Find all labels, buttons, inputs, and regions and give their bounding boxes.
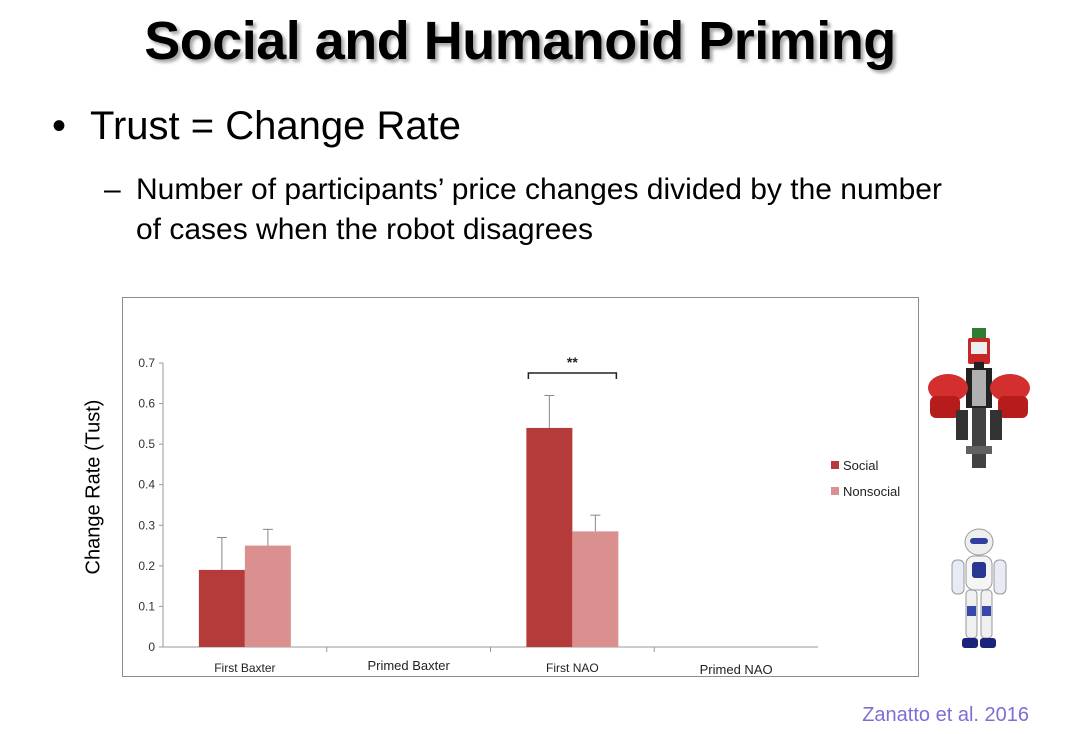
legend-swatch-social: [831, 461, 839, 469]
bar-social-first-baxter: [198, 569, 245, 647]
y-tick-label: 0.7: [138, 356, 155, 370]
legend-label-social: Social: [843, 458, 879, 473]
significance-label: **: [567, 354, 578, 370]
y-tick-label: 0.1: [138, 599, 155, 613]
bar-social-first-nao: [526, 427, 573, 647]
citation: Zanatto et al. 2016: [862, 704, 1029, 726]
y-tick-label: 0.4: [138, 478, 155, 492]
y-tick-label: 0.2: [138, 559, 155, 573]
bullet-dot: •: [52, 104, 67, 148]
nao-robot-icon: [951, 528, 1007, 648]
legend-swatch-nonsocial: [831, 487, 839, 495]
chart-frame: 0 0.1 0.2 0.3 0.4 0.5 0.6 0.7 First Baxter Primed…: [122, 297, 919, 677]
bar-nonsocial-first-nao: [572, 531, 619, 647]
y-tick-label: 0.5: [138, 437, 155, 451]
legend-label-nonsocial: Nonsocial: [843, 484, 900, 499]
significance-bracket: [527, 372, 618, 379]
bullet-trust-text: Trust = Change Rate: [90, 104, 461, 148]
y-tick-label: 0: [148, 640, 155, 654]
sub-bullet-dash: –: [104, 173, 121, 206]
y-axis-label: Change Rate (Tust): [82, 399, 105, 575]
slide-title: Social and Humanoid Priming: [144, 11, 896, 71]
bar-nonsocial-first-baxter: [244, 545, 291, 647]
sub-bullet-text: Number of participants’ price changes di…: [136, 173, 942, 246]
x-category-label: First Baxter: [214, 661, 275, 675]
x-category-label: First NAO: [546, 661, 599, 675]
x-category-label: Primed Baxter: [367, 658, 450, 673]
y-tick-label: 0.3: [138, 518, 155, 532]
y-tick-label: 0.6: [138, 397, 155, 411]
baxter-robot-icon: [928, 328, 1030, 468]
bar-chart: 0 0.1 0.2 0.3 0.4 0.5 0.6 0.7 First Baxter Primed…: [138, 354, 900, 677]
x-category-label: Primed NAO: [700, 662, 773, 676]
